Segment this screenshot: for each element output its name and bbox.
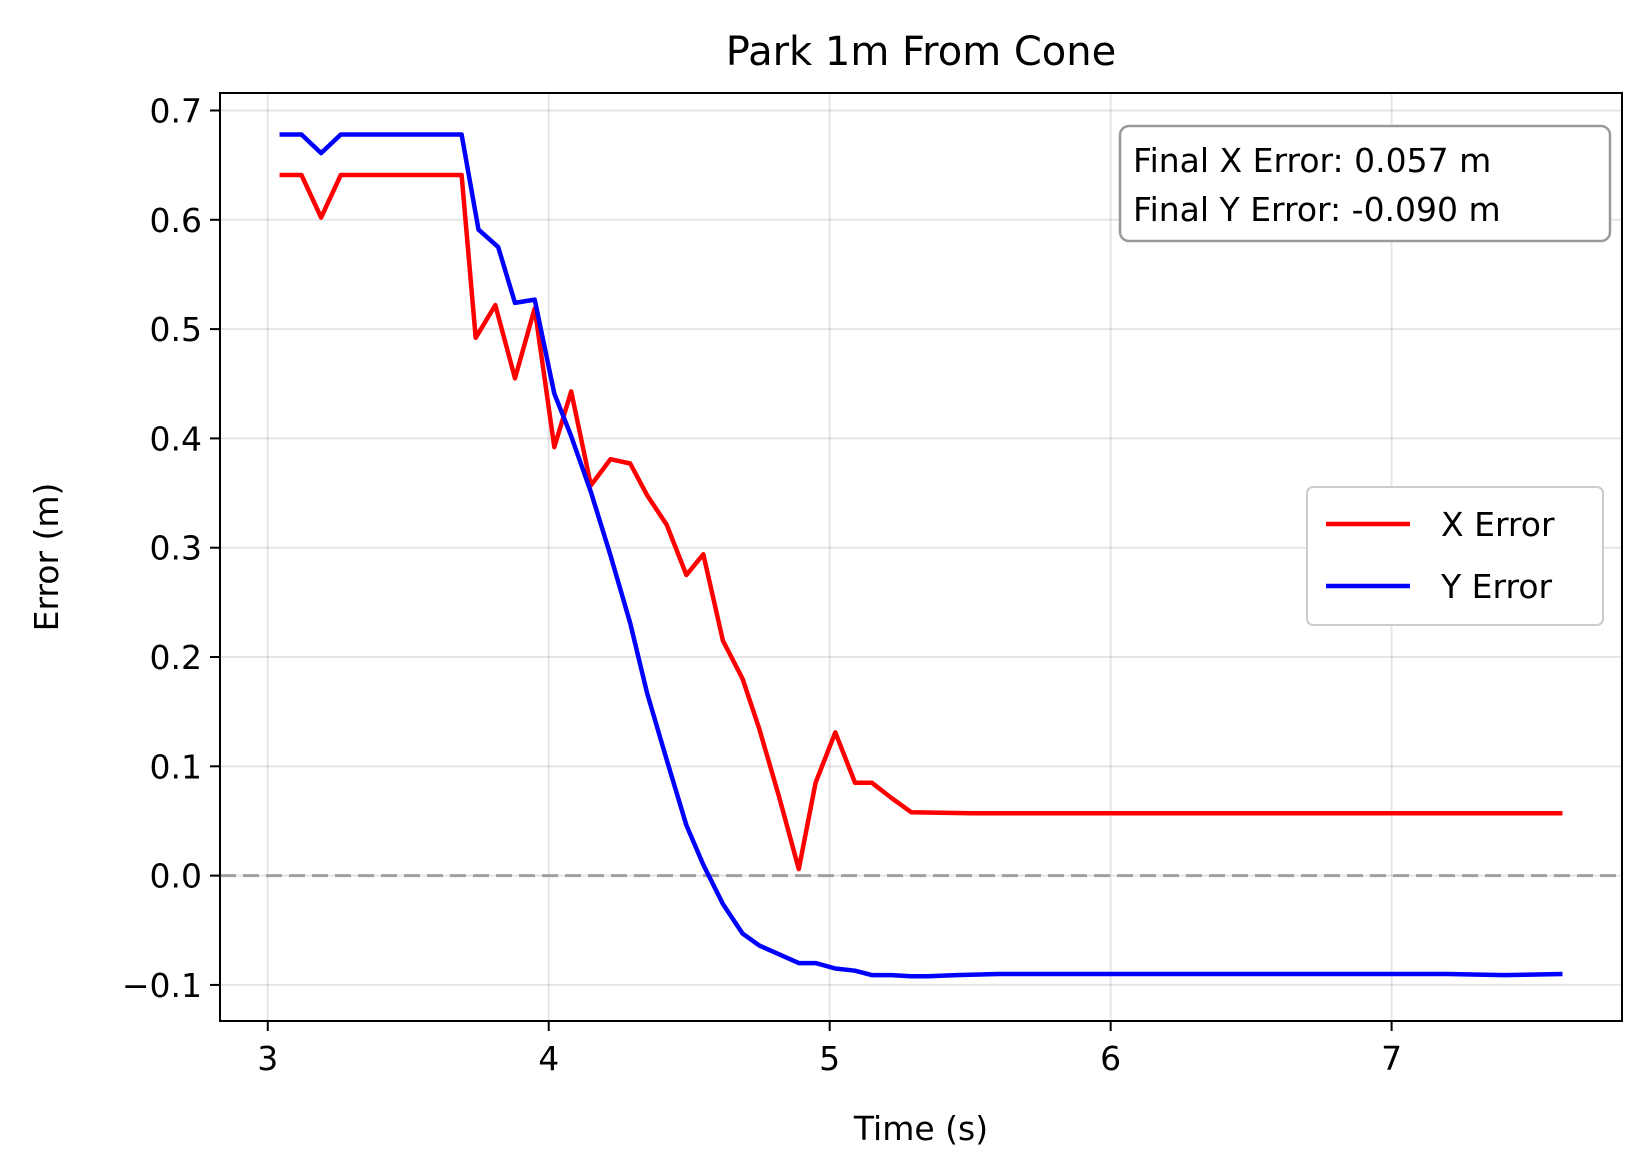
legend-label-y-error: Y Error <box>1440 567 1553 606</box>
x-axis-ticks: 3 4 5 6 7 <box>257 1021 1402 1078</box>
x-tick-label: 6 <box>1100 1039 1121 1078</box>
y-tick-label: 0.2 <box>150 638 202 677</box>
series-group <box>279 132 1563 979</box>
y-tick-label: −0.1 <box>122 966 202 1005</box>
annotation-line-x: Final X Error: 0.057 m <box>1133 141 1491 180</box>
plot-area-frame <box>219 92 1623 1022</box>
y-tick-label: 0.6 <box>150 201 202 240</box>
x-tick-label: 5 <box>819 1039 840 1078</box>
annotation-line-y: Final Y Error: -0.090 m <box>1133 190 1501 229</box>
final-error-annotation: Final X Error: 0.057 m Final Y Error: -0… <box>1118 124 1612 243</box>
x-tick-label: 3 <box>257 1039 278 1078</box>
y-tick-label: 0.4 <box>150 419 202 458</box>
legend-label-x-error: X Error <box>1441 505 1555 544</box>
annotation-box <box>1118 124 1612 243</box>
y-tick-label: 0.0 <box>150 857 202 896</box>
x-tick-label: 7 <box>1381 1039 1402 1078</box>
y-tick-label: 0.1 <box>150 747 202 786</box>
legend: X Error Y Error <box>1306 486 1604 626</box>
y-tick-label: 0.7 <box>150 91 202 130</box>
chart-title: Park 1m From Cone <box>726 29 1116 75</box>
series-line-x-error <box>279 172 1563 872</box>
legend-box <box>1306 486 1604 626</box>
y-tick-label: 0.3 <box>150 529 202 568</box>
y-axis-label: Error (m) <box>27 483 66 632</box>
x-tick-label: 4 <box>538 1039 559 1078</box>
x-axis-label: Time (s) <box>853 1109 988 1148</box>
y-tick-label: 0.5 <box>150 310 202 349</box>
series-line-y-error <box>279 132 1563 979</box>
y-axis-ticks: −0.1 0.0 0.1 0.2 0.3 0.4 0.5 0.6 0.7 <box>122 91 220 1005</box>
